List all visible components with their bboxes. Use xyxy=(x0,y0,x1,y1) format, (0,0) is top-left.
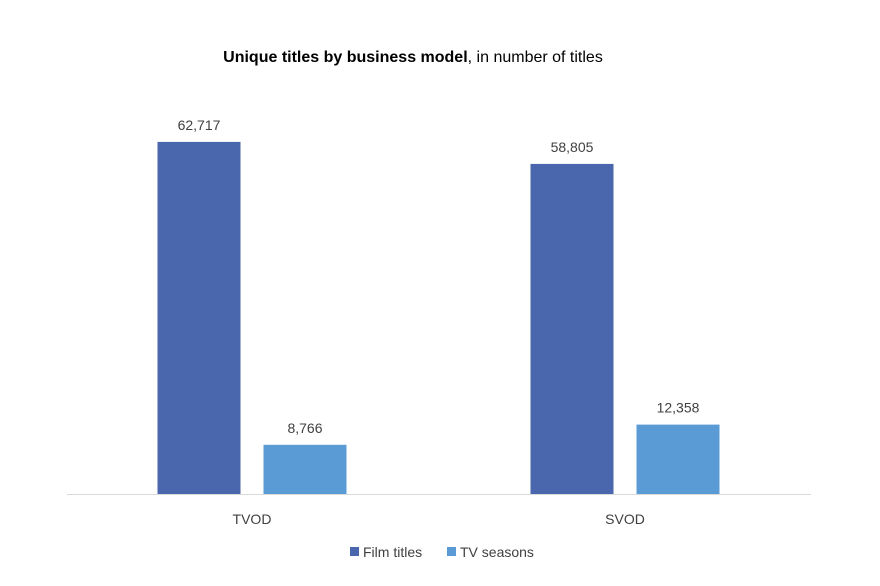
chart-title-bold: Unique titles by business model xyxy=(223,49,468,66)
chart-title: Unique titles by business model, in numb… xyxy=(223,49,603,66)
bar-svod-film-titles xyxy=(530,163,614,494)
x-tick-label: TVOD xyxy=(233,511,272,527)
data-label: 58,805 xyxy=(551,139,594,155)
data-label: 8,766 xyxy=(287,420,322,436)
bar-labels: 62,717 8,766 58,805 12,358 xyxy=(178,117,700,436)
legend-swatch xyxy=(447,547,456,556)
legend: Film titles TV seasons xyxy=(350,544,534,560)
bar-tvod-tv-seasons xyxy=(263,444,347,494)
bar-tvod-film-titles xyxy=(157,141,241,494)
data-label: 62,717 xyxy=(178,117,221,133)
legend-swatch xyxy=(350,547,359,556)
x-tick-labels: TVOD SVOD xyxy=(233,511,645,527)
bars xyxy=(157,141,720,494)
legend-label: TV seasons xyxy=(460,544,534,560)
bar-svod-tv-seasons xyxy=(636,424,720,494)
data-label: 12,358 xyxy=(657,400,700,416)
legend-label: Film titles xyxy=(363,544,422,560)
chart-title-rest: , in number of titles xyxy=(468,49,603,66)
x-tick-label: SVOD xyxy=(605,511,645,527)
